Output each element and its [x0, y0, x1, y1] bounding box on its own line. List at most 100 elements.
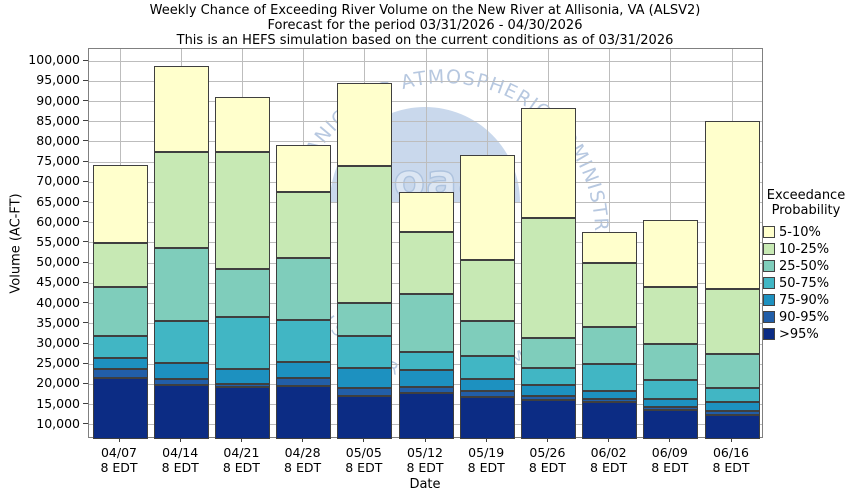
- x-tick-label: 05/26 8 EDT: [517, 445, 577, 475]
- bar-segment-75-90-05-12: [398, 370, 454, 388]
- bar-segment-25-50-04-07: [92, 287, 148, 336]
- legend-entry: 90-95%: [762, 310, 850, 327]
- legend-entry: 5-10%: [762, 225, 850, 242]
- legend-entry-label: 90-95%: [779, 310, 830, 325]
- y-tick-label: 90,000: [36, 92, 80, 108]
- x-tick-label: 05/05 8 EDT: [334, 445, 394, 475]
- x-tick-label: 06/02 8 EDT: [579, 445, 639, 475]
- x-tick-label: 06/09 8 EDT: [640, 445, 700, 475]
- legend-entry: >95%: [762, 327, 850, 344]
- bar-segment-95-06-16: [704, 414, 760, 439]
- x-tick: [424, 438, 426, 442]
- bar-segment-50-75-04-14: [153, 320, 209, 363]
- bar-segment-90-95-06-09: [643, 406, 699, 411]
- x-tick-date: 06/02: [590, 445, 627, 460]
- x-tick-date: 04/07: [100, 445, 138, 460]
- bar-segment-95-04-21: [214, 387, 270, 439]
- bar-segment-95-05-12: [398, 392, 454, 439]
- bar-segment-10-25-06-09: [643, 287, 699, 345]
- bar-segment-5-10-04-07: [92, 164, 148, 243]
- bar-segment-75-90-05-19: [459, 378, 515, 392]
- y-tick: [83, 201, 88, 203]
- bar-segment-75-90-06-16: [704, 402, 760, 411]
- x-tick-label: 04/07 8 EDT: [89, 445, 149, 475]
- x-tick-label: 04/21 8 EDT: [211, 445, 271, 475]
- bar-segment-50-75-04-21: [214, 317, 270, 370]
- y-tick-label: 45,000: [36, 274, 80, 290]
- y-tick: [83, 221, 88, 223]
- x-tick-label: 06/16 8 EDT: [701, 445, 761, 475]
- bar-segment-5-10-04-21: [214, 97, 270, 153]
- legend-entry-label: 50-75%: [779, 276, 830, 291]
- y-tick-label: 65,000: [36, 193, 80, 209]
- bar-segment-50-75-05-19: [459, 355, 515, 379]
- legend-swatch-icon: [763, 243, 775, 255]
- x-tick: [608, 438, 610, 442]
- x-tick-date: 04/28: [284, 445, 321, 460]
- bar-segment-75-90-06-09: [643, 399, 699, 407]
- bar-segment-25-50-05-19: [459, 320, 515, 356]
- x-tick-time: 8 EDT: [712, 460, 750, 475]
- plot-area: [88, 48, 763, 439]
- legend-entry-label: 10-25%: [779, 242, 830, 257]
- bar-segment-75-90-05-26: [520, 385, 576, 396]
- x-tick: [179, 438, 181, 442]
- y-tick-label: 20,000: [36, 375, 80, 391]
- bar-segment-95-06-02: [582, 402, 638, 439]
- x-tick-time: 8 EDT: [222, 460, 260, 475]
- bar-segment-50-75-06-16: [704, 388, 760, 403]
- y-tick: [83, 100, 88, 102]
- x-tick-time: 8 EDT: [406, 460, 444, 475]
- y-tick: [83, 423, 88, 425]
- bar-segment-10-25-06-16: [704, 289, 760, 354]
- bar-segment-5-10-06-16: [704, 120, 760, 290]
- bar-segment-25-50-06-16: [704, 353, 760, 389]
- x-tick-time: 8 EDT: [161, 460, 199, 475]
- legend-rows: 5-10% 10-25% 25-50% 50-75% 75-90% 90-95% >95%: [762, 225, 850, 344]
- bar-segment-25-50-05-05: [337, 302, 393, 336]
- x-tick-date: 05/19: [468, 445, 505, 460]
- x-tick-time: 8 EDT: [100, 460, 138, 475]
- bar-segment-10-25-05-19: [459, 259, 515, 321]
- bar-segment-5-10-05-05: [337, 83, 393, 166]
- y-tick: [83, 322, 88, 324]
- bar-segment-95-05-19: [459, 396, 515, 439]
- bar-segment-10-25-05-12: [398, 231, 454, 295]
- bar-segment-5-10-06-02: [582, 232, 638, 264]
- y-tick: [83, 160, 88, 162]
- bar-segment-10-25-04-14: [153, 151, 209, 249]
- legend-entry-label: 75-90%: [779, 293, 830, 308]
- bar-segment-10-25-04-07: [92, 242, 148, 288]
- bar-segment-95-05-26: [520, 399, 576, 439]
- bar-segment-25-50-04-28: [276, 257, 332, 320]
- bar-segment-90-95-05-05: [337, 388, 393, 397]
- x-tick: [485, 438, 487, 442]
- chart-title-line3: This is an HEFS simulation based on the …: [176, 33, 674, 48]
- bar-segment-75-90-04-28: [276, 362, 332, 379]
- legend-entry-label: 25-50%: [779, 259, 830, 274]
- x-tick-time: 8 EDT: [345, 460, 383, 475]
- bar-segment-95-04-07: [92, 377, 148, 439]
- y-tick: [83, 302, 88, 304]
- x-tick-label: 05/19 8 EDT: [456, 445, 516, 475]
- legend-entry-label: 5-10%: [779, 225, 821, 240]
- legend-entry: 25-50%: [762, 259, 850, 276]
- bar-segment-75-90-04-14: [153, 363, 209, 379]
- y-tick-label: 75,000: [36, 153, 80, 169]
- y-tick-label: 60,000: [36, 213, 80, 229]
- bar-segment-5-10-05-26: [520, 108, 576, 219]
- legend-swatch-icon: [763, 328, 775, 340]
- y-tick: [83, 120, 88, 122]
- x-tick: [240, 438, 242, 442]
- x-tick-label: 04/14 8 EDT: [150, 445, 210, 475]
- x-tick-date: 06/09: [651, 445, 688, 460]
- y-tick: [83, 79, 88, 81]
- x-tick: [118, 438, 120, 442]
- x-tick-date: 05/26: [529, 445, 566, 460]
- x-tick: [363, 438, 365, 442]
- y-tick-label: 100,000: [28, 52, 80, 68]
- legend-swatch-icon: [763, 294, 775, 306]
- bar-segment-10-25-06-02: [582, 263, 638, 328]
- y-tick-label: 80,000: [36, 132, 80, 148]
